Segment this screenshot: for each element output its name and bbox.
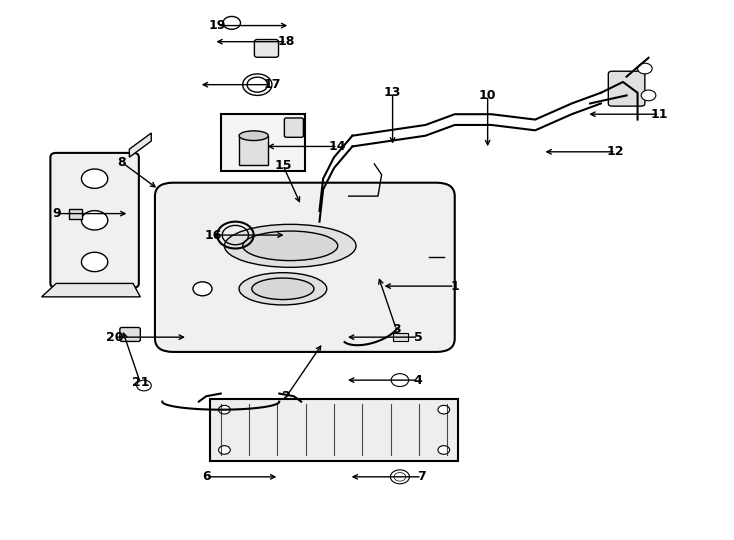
Bar	[393, 333, 408, 341]
Circle shape	[438, 406, 450, 414]
Ellipse shape	[243, 231, 338, 261]
FancyBboxPatch shape	[51, 153, 139, 288]
Text: 4: 4	[414, 374, 423, 387]
Text: 14: 14	[329, 140, 346, 153]
Text: 3: 3	[392, 322, 401, 335]
Circle shape	[438, 446, 450, 454]
Text: 11: 11	[651, 107, 668, 121]
Text: 19: 19	[208, 19, 226, 32]
Circle shape	[247, 77, 268, 92]
Bar	[239, 136, 269, 165]
Circle shape	[193, 282, 212, 296]
Circle shape	[219, 446, 230, 454]
Polygon shape	[129, 133, 151, 157]
Text: 13: 13	[384, 86, 401, 99]
Text: 16: 16	[205, 228, 222, 241]
FancyBboxPatch shape	[284, 118, 303, 137]
Text: 6: 6	[202, 470, 211, 483]
Circle shape	[638, 63, 653, 74]
Text: 15: 15	[275, 159, 291, 172]
Ellipse shape	[239, 273, 327, 305]
FancyBboxPatch shape	[120, 327, 140, 341]
Text: 12: 12	[607, 145, 625, 158]
Circle shape	[223, 16, 241, 29]
Bar	[69, 210, 81, 219]
Ellipse shape	[239, 131, 269, 140]
Text: 1: 1	[451, 280, 459, 293]
Bar	[210, 399, 459, 461]
Bar	[221, 114, 305, 171]
Circle shape	[81, 169, 108, 188]
Text: 21: 21	[131, 376, 149, 389]
Text: 8: 8	[117, 156, 126, 169]
Ellipse shape	[225, 224, 356, 267]
Circle shape	[137, 380, 151, 391]
Circle shape	[219, 406, 230, 414]
Text: 7: 7	[418, 470, 426, 483]
Polygon shape	[42, 284, 140, 297]
Ellipse shape	[252, 278, 314, 300]
FancyBboxPatch shape	[608, 71, 645, 106]
Circle shape	[81, 252, 108, 272]
Text: 9: 9	[52, 207, 60, 220]
Text: 17: 17	[264, 78, 280, 91]
FancyBboxPatch shape	[155, 183, 455, 352]
Text: 20: 20	[106, 330, 123, 343]
Text: 18: 18	[278, 35, 295, 48]
Text: 2: 2	[282, 390, 291, 403]
FancyBboxPatch shape	[255, 39, 278, 57]
Circle shape	[81, 211, 108, 230]
Circle shape	[391, 374, 409, 387]
Circle shape	[390, 470, 410, 484]
Text: 10: 10	[479, 89, 496, 102]
Circle shape	[642, 90, 656, 101]
Text: 5: 5	[414, 330, 423, 343]
